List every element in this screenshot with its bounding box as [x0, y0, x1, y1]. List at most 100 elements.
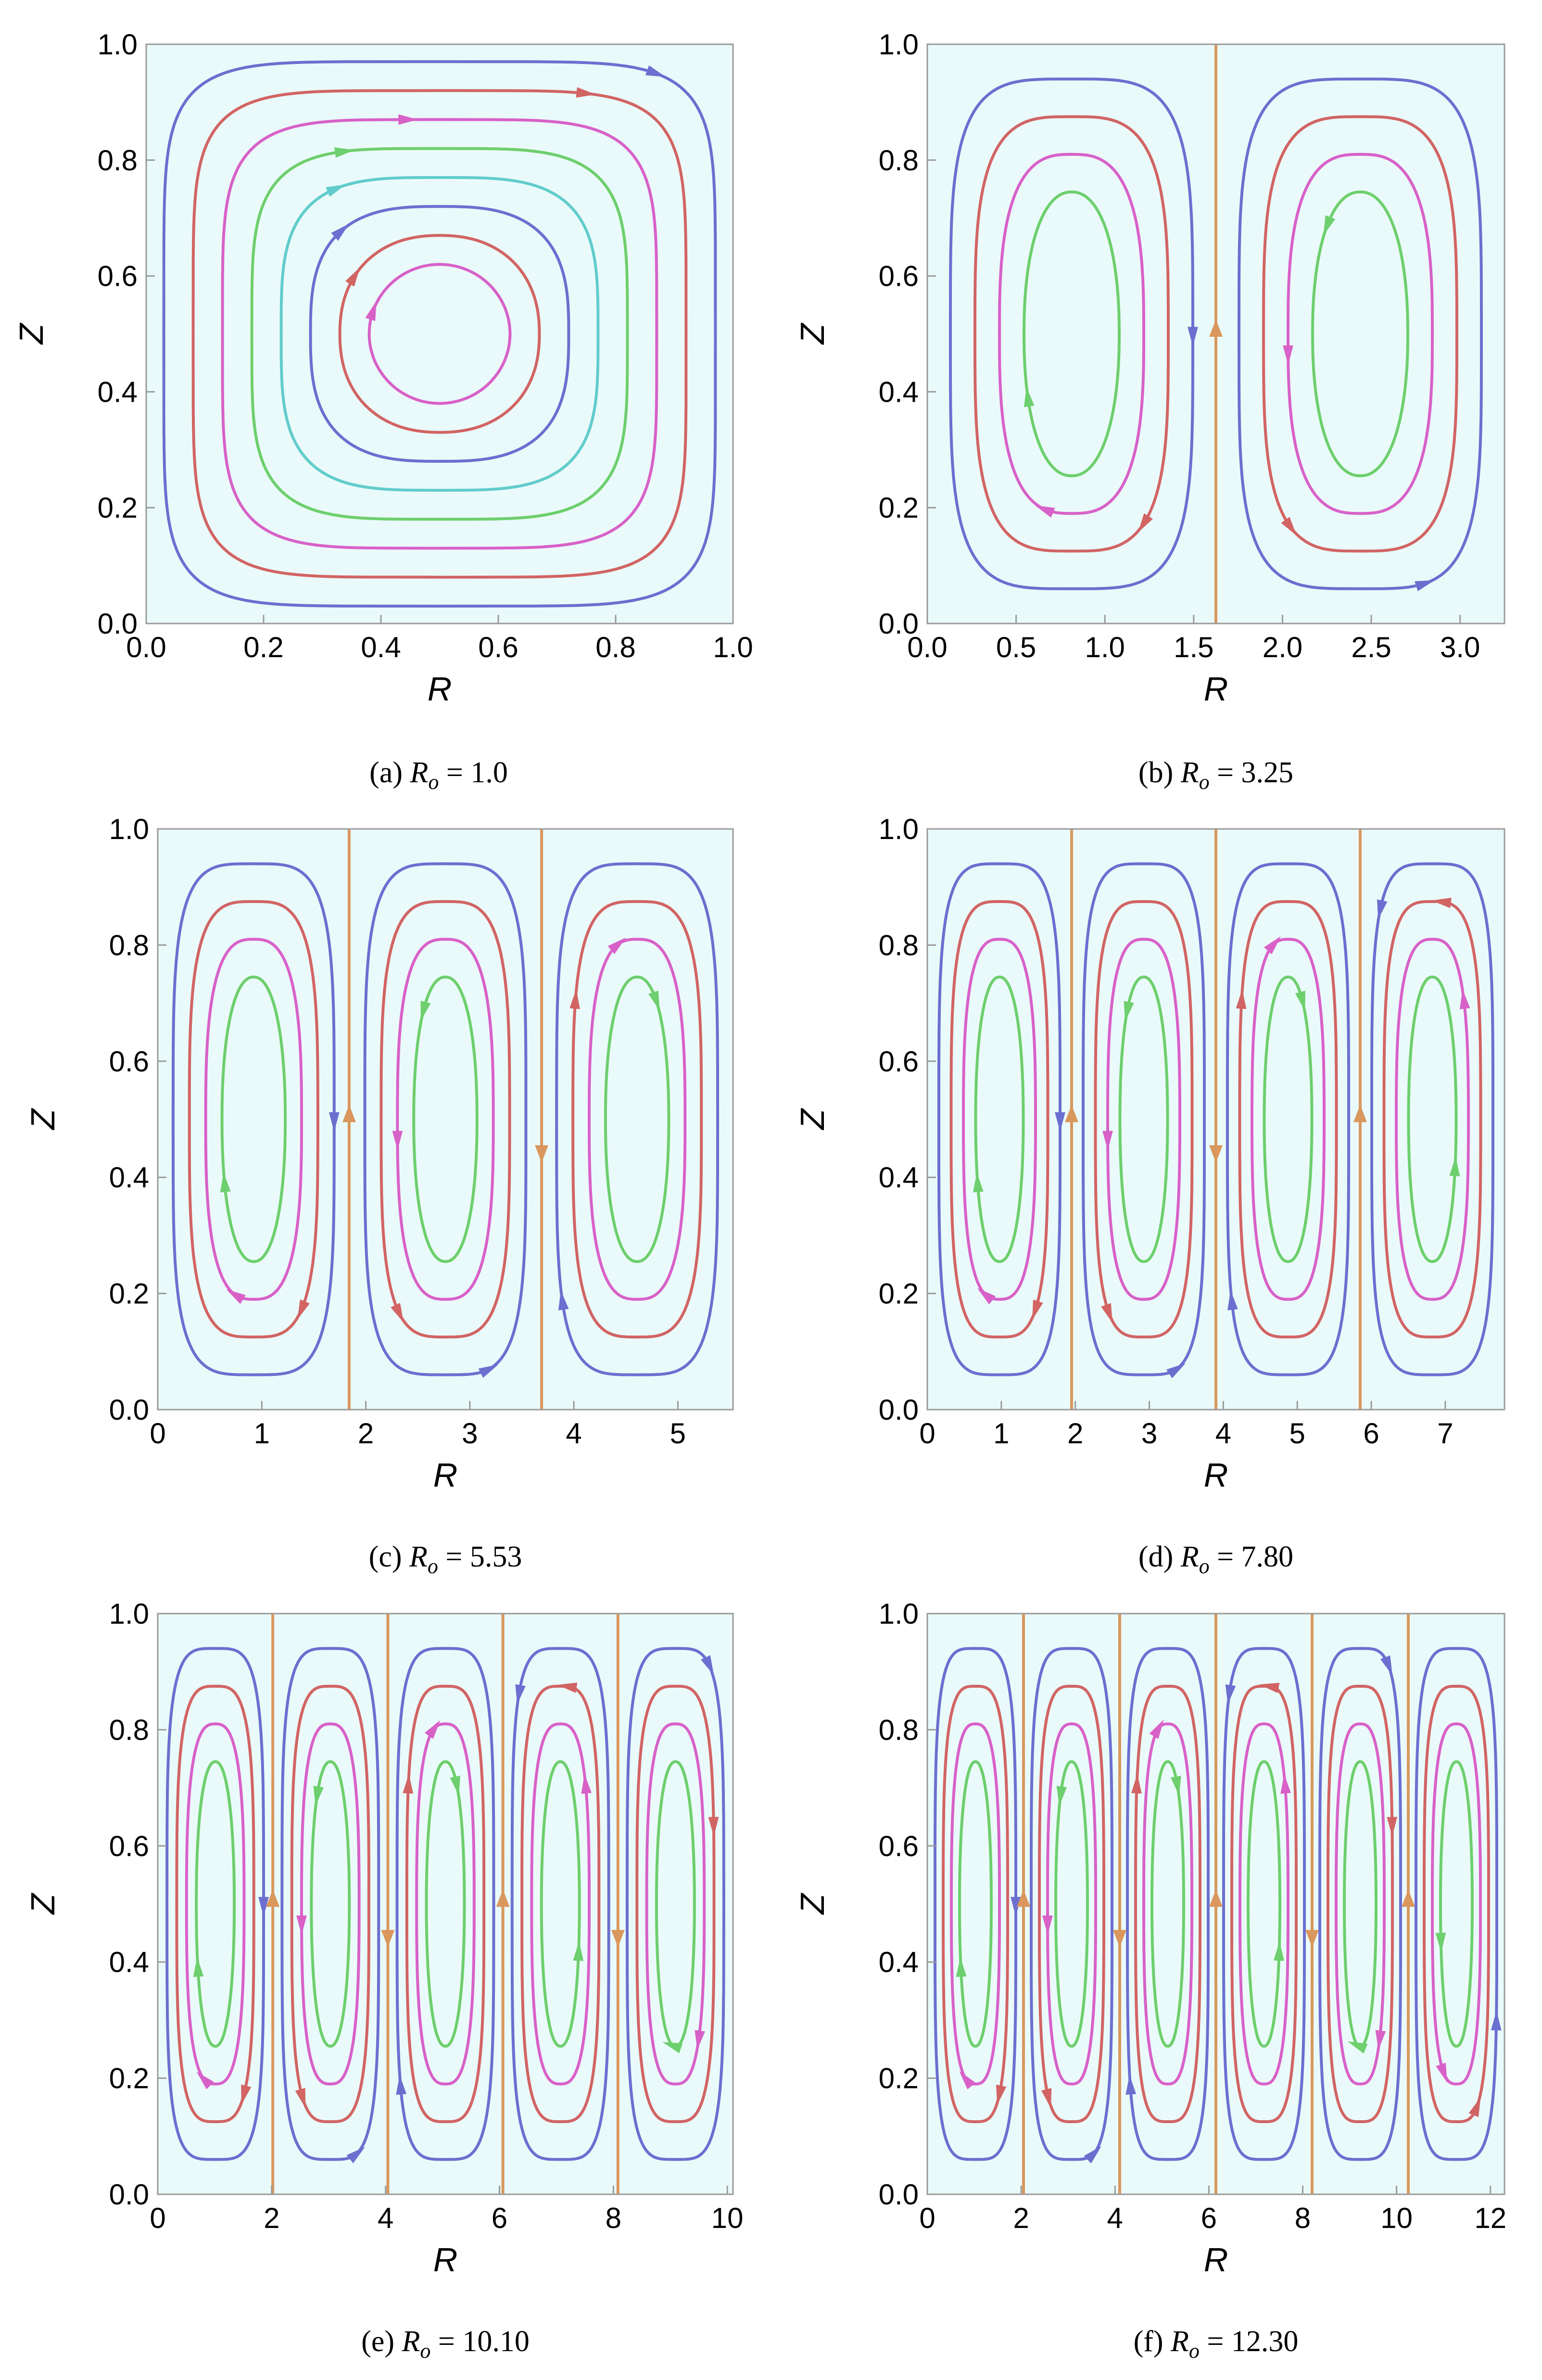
flow-arrow [258, 1896, 269, 1917]
panel-caption: (c) Ro = 5.53 [369, 1540, 522, 1578]
streamline [405, 1684, 486, 2124]
flow-arrow [420, 1001, 431, 1021]
plot-frame [926, 1613, 1505, 2195]
flow-arrow [1435, 1933, 1446, 1953]
x-tick-label: 4 [1107, 2202, 1123, 2234]
flow-arrow [1149, 1719, 1164, 1739]
streamline [1126, 1647, 1210, 2161]
streamline [395, 1647, 495, 2161]
flow-arrow [1259, 1682, 1280, 1693]
flow-arrow [611, 1930, 625, 1947]
x-tick-label: 4 [566, 1417, 581, 1450]
streamline [363, 862, 528, 1376]
flow-arrow [297, 1299, 310, 1320]
y-tick-label: 0.2 [879, 2062, 919, 2095]
flow-arrow [557, 1682, 578, 1693]
x-axis-label: R [433, 1456, 458, 1494]
flow-arrow [1347, 2041, 1368, 2054]
streamline [555, 862, 720, 1376]
streamline [510, 1647, 610, 2161]
flow-arrow [973, 1172, 984, 1193]
streamline [204, 938, 303, 1301]
flow-arrow [1380, 1655, 1393, 1676]
y-tick-label: 0.2 [109, 1278, 149, 1310]
flow-arrow [1017, 1889, 1030, 1907]
y-tick-label: 0.8 [879, 144, 919, 177]
streamline [1226, 862, 1350, 1376]
streamline [1415, 1647, 1498, 2161]
streamline [1311, 190, 1410, 478]
y-tick-label: 0.8 [98, 144, 138, 177]
flow-arrow [558, 1290, 569, 1311]
flow-arrow [708, 1817, 719, 1837]
streamline [958, 1760, 993, 2048]
flow-arrow [1042, 1915, 1053, 1935]
y-tick-label: 1.0 [879, 1598, 919, 1630]
x-tick-label: 1.5 [1174, 631, 1213, 663]
streamline [655, 1760, 696, 2048]
y-tick-label: 0.2 [109, 2062, 149, 2095]
flow-arrow [515, 1684, 526, 1705]
x-tick-label: 1 [254, 1417, 270, 1450]
streamline [1118, 975, 1169, 1263]
flow-arrow [1102, 1131, 1113, 1151]
x-tick-label: 4 [378, 2202, 393, 2234]
flow-arrow [1131, 1774, 1142, 1794]
streamline [1431, 1722, 1482, 2086]
flow-arrow [701, 1655, 714, 1675]
streamline [998, 153, 1146, 515]
streamline [310, 1760, 351, 2048]
flow-arrow [1065, 1105, 1078, 1122]
streamline [948, 77, 1195, 590]
x-tick-label: 5 [670, 1417, 686, 1450]
y-tick-label: 0.8 [879, 1714, 919, 1746]
streamline [1370, 862, 1494, 1376]
x-tick-label: 3.0 [1440, 631, 1480, 663]
streamline [279, 176, 600, 492]
flow-arrow [1491, 2011, 1502, 2031]
y-axis-label: Z [794, 1108, 831, 1131]
flow-arrow [1436, 2062, 1448, 2083]
flow-arrow [346, 2147, 365, 2164]
flow-arrow [1280, 1774, 1291, 1794]
panel-f: 0 2 4 6 8 10 12 0.0 0.2 0.4 0.6 0.8 1.0 R Z (f) Ro = 12… [794, 1598, 1506, 2363]
panel-caption: (b) Ro = 3.25 [1138, 756, 1293, 794]
flow-arrow [329, 1112, 340, 1132]
streamline [1022, 190, 1121, 478]
flow-arrow [1402, 1889, 1415, 1907]
flow-arrow [1415, 580, 1435, 591]
panel-d: 0 1 2 3 4 5 6 7 0.0 0.2 0.4 0.6 0.8 1.0 R Z (d) Ro = 7.8… [794, 813, 1505, 1578]
x-tick-label: 8 [1295, 2202, 1311, 2234]
flow-arrow [331, 224, 349, 241]
streamline [1343, 1760, 1378, 2048]
streamline [1238, 900, 1338, 1339]
plot-frame [926, 43, 1505, 624]
y-tick-label: 0.4 [879, 1161, 919, 1194]
x-tick-label: 6 [492, 2202, 507, 2234]
x-axis-label: R [1204, 1456, 1228, 1494]
flow-arrow [1166, 1363, 1186, 1378]
flow-arrow [1171, 1776, 1181, 1796]
x-tick-label: 2.0 [1263, 631, 1302, 663]
flow-arrow [391, 1303, 404, 1323]
x-tick-label: 8 [606, 2202, 621, 2234]
flow-arrow [1377, 899, 1388, 920]
y-tick-label: 0.4 [109, 1161, 149, 1194]
streamline [540, 1760, 581, 2048]
x-tick-label: 0.8 [595, 631, 635, 663]
streamline [1237, 77, 1483, 590]
panel-b: 0.0 0.5 1.0 1.5 2.0 2.5 3.0 0.0 0.2 0.4 0.6 0.8 1.0 R… [794, 28, 1505, 794]
flow-arrow [326, 184, 346, 197]
x-tick-label: 6 [1363, 1417, 1379, 1450]
flow-arrow [1468, 2097, 1481, 2117]
streamline [1038, 1684, 1105, 2124]
x-tick-label: 0.0 [907, 631, 947, 663]
y-tick-label: 0.0 [98, 608, 138, 640]
flow-arrow [1084, 2146, 1102, 2164]
flow-arrow [1125, 2075, 1137, 2095]
streamline [1247, 1760, 1281, 2048]
flow-arrow [1281, 517, 1297, 536]
streamline [1395, 938, 1470, 1301]
flow-arrow [1056, 1786, 1067, 1806]
x-tick-label: 7 [1437, 1417, 1453, 1450]
